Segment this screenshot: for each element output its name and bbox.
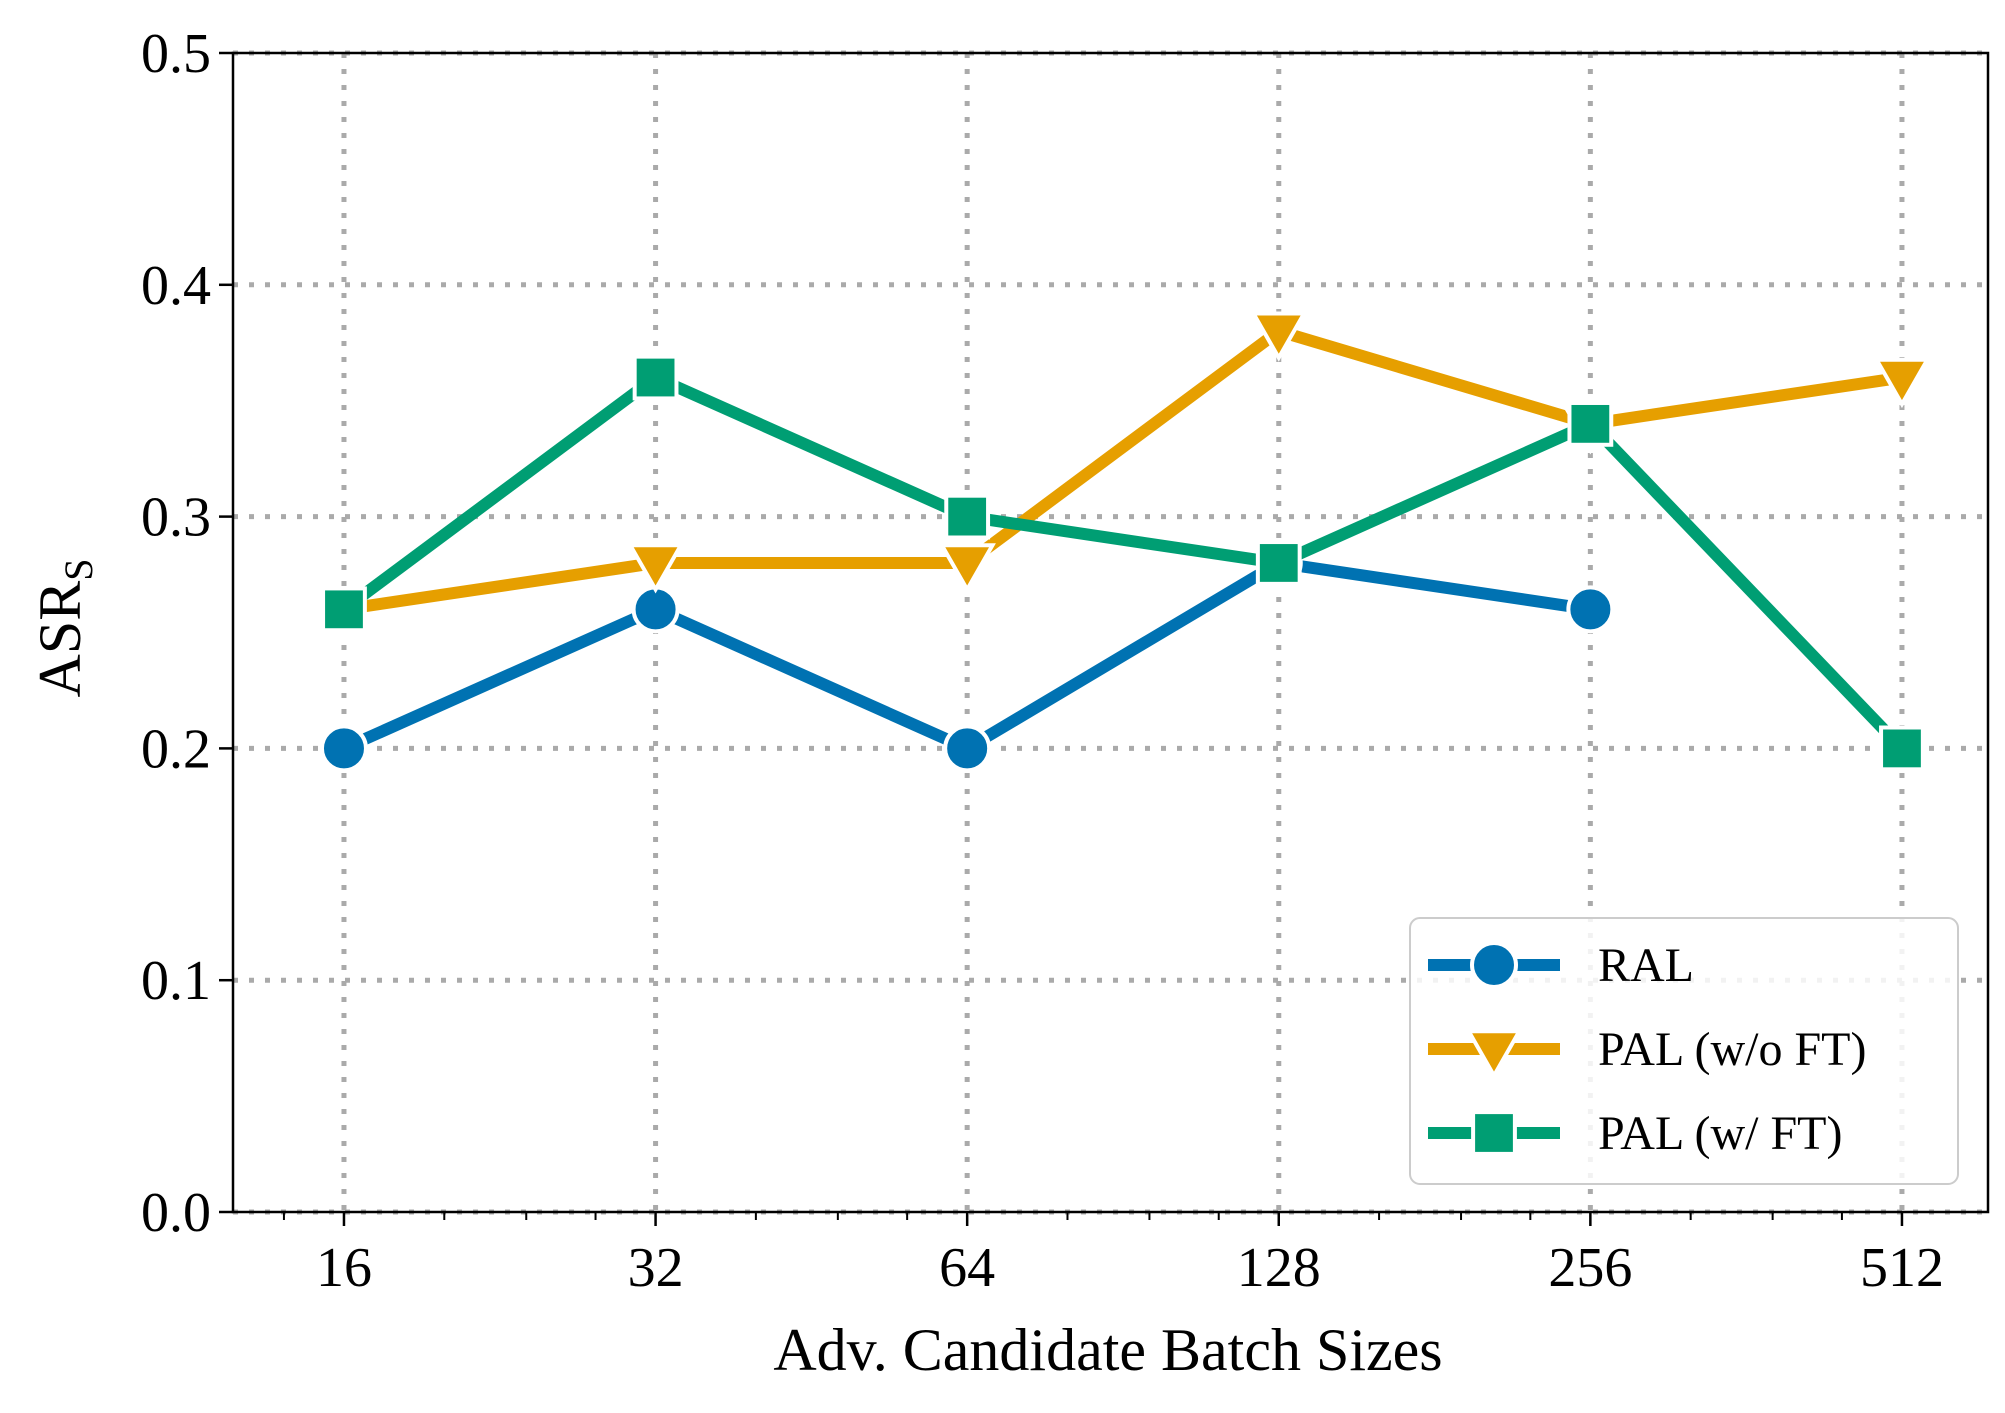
legend-entry-pal-w-ft: PAL (w/ FT) xyxy=(1428,1107,1842,1160)
series-group xyxy=(315,311,1931,773)
legend-marker-pal-w-o-ft xyxy=(1465,1029,1523,1080)
y-tick-label-0.5: 0.5 xyxy=(141,23,211,85)
y-axis-title-subscript: S xyxy=(56,559,101,581)
legend: RAL PAL (w/o FT) PAL (w/ FT) xyxy=(1409,917,1959,1185)
x-tick-label-512: 512 xyxy=(1860,1237,1944,1299)
point-pal-w-ft-512 xyxy=(1879,725,1925,772)
y-axis: 0.0 0.1 0.2 0.3 0.4 0.5 xyxy=(141,23,233,1244)
point-ral-16 xyxy=(319,724,368,773)
plot-frame xyxy=(231,51,1990,1214)
point-ral-256 xyxy=(1566,585,1615,634)
y-tick-label-0.1: 0.1 xyxy=(141,950,211,1012)
x-tick-label-16: 16 xyxy=(316,1237,372,1299)
minor-ticks xyxy=(282,1212,1843,1220)
y-axis-title-main: ASR xyxy=(27,581,93,698)
series-pal-w-ft xyxy=(321,354,1925,772)
legend-frame xyxy=(1409,917,1959,1185)
x-axis: 16 32 64 128 256 512 xyxy=(316,1212,1944,1299)
legend-marker-ral xyxy=(1470,941,1518,989)
point-ral-64 xyxy=(943,724,992,773)
point-pal-w-o-ft-32 xyxy=(626,543,685,594)
x-tick-label-64: 64 xyxy=(939,1237,995,1299)
x-tick-label-128: 128 xyxy=(1237,1237,1321,1299)
y-axis-title: ASRS xyxy=(27,559,101,698)
point-ral-32 xyxy=(631,585,680,634)
legend-marker-pal-w-ft xyxy=(1471,1110,1517,1156)
y-tick-label-0.2: 0.2 xyxy=(141,718,211,780)
legend-entry-ral: RAL xyxy=(1428,939,1694,992)
legend-label-pal-w-ft: PAL (w/ FT) xyxy=(1598,1107,1842,1160)
point-pal-w-ft-32 xyxy=(632,354,679,401)
point-pal-w-o-ft-128 xyxy=(1250,311,1308,362)
x-tick-label-256: 256 xyxy=(1548,1237,1632,1299)
legend-label-ral: RAL xyxy=(1598,939,1694,992)
point-pal-w-ft-16 xyxy=(321,586,367,633)
point-pal-w-ft-256 xyxy=(1567,400,1614,447)
point-pal-w-o-ft-512 xyxy=(1873,357,1931,409)
y-tick-label-0.4: 0.4 xyxy=(141,255,211,317)
x-axis-title: Adv. Candidate Batch Sizes xyxy=(773,1317,1442,1383)
point-pal-w-o-ft-64 xyxy=(938,543,996,594)
x-tick-label-32: 32 xyxy=(628,1237,684,1299)
legend-label-pal-w-o-ft: PAL (w/o FT) xyxy=(1598,1023,1866,1076)
legend-entry-pal-w-o-ft: PAL (w/o FT) xyxy=(1428,1023,1866,1080)
series-line-pal-w-ft xyxy=(340,371,1907,753)
y-tick-label-0.0: 0.0 xyxy=(141,1182,211,1244)
y-tick-label-0.3: 0.3 xyxy=(141,487,211,549)
series-line-pal-w-o-ft xyxy=(343,325,1903,616)
point-pal-w-ft-128 xyxy=(1255,540,1302,586)
point-pal-w-ft-64 xyxy=(944,493,991,540)
